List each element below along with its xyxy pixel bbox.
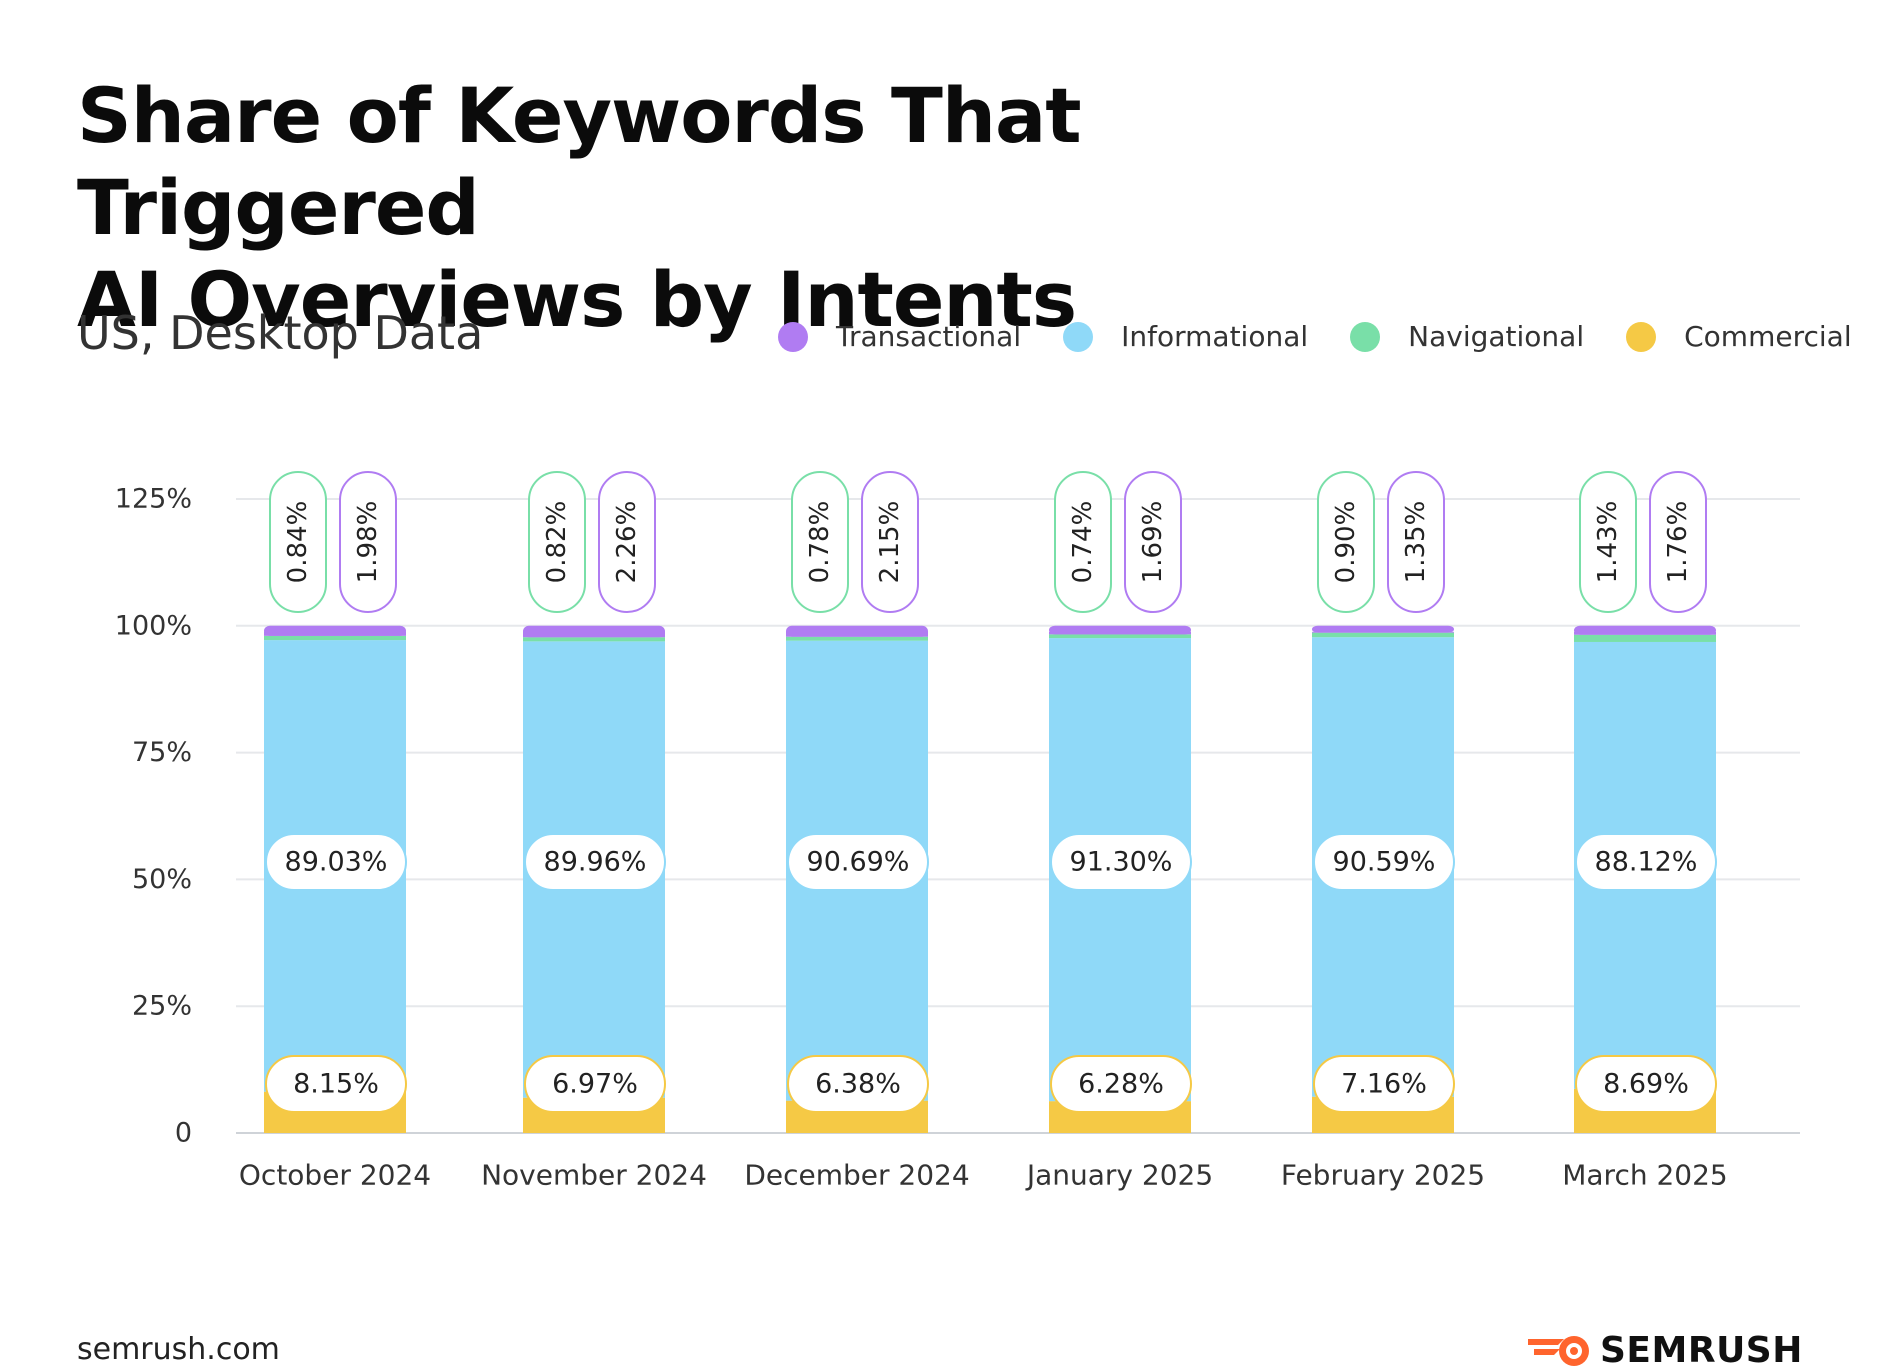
legend-swatch-navigational [1350, 321, 1381, 352]
chart-title-line-2: AI Overviews by Intents [77, 255, 1077, 344]
data-label-transactional: 2.26% [612, 501, 642, 584]
y-tick-label: 0 [175, 1118, 192, 1149]
legend-swatch-commercial [1626, 321, 1657, 352]
x-tick-label: December 2024 [744, 1159, 969, 1192]
data-label-transactional: 1.35% [1401, 501, 1431, 584]
data-label-informational: 89.03% [285, 847, 388, 878]
data-label-commercial: 6.28% [1078, 1069, 1164, 1100]
data-label-informational-pill [1050, 833, 1192, 891]
legend-item-navigational: Navigational [1350, 320, 1584, 353]
data-label-transactional: 2.15% [875, 501, 905, 584]
legend-item-commercial: Commercial [1626, 320, 1852, 353]
bar-segment-transactional [1312, 625, 1454, 633]
data-label-navigational: 0.78% [805, 501, 835, 584]
data-label-commercial-pill [1313, 1055, 1455, 1113]
data-label-navigational-pill [269, 471, 327, 613]
data-label-navigational-pill [528, 471, 586, 613]
x-tick-label: November 2024 [481, 1159, 707, 1192]
y-tick-label: 75% [132, 737, 192, 768]
data-label-transactional-pill [861, 471, 919, 613]
bar-segment-transactional-fill [264, 631, 406, 636]
data-label-commercial: 7.16% [1341, 1069, 1427, 1100]
x-tick-label: January 2025 [1025, 1159, 1213, 1192]
legend-label-informational: Informational [1121, 320, 1309, 353]
bar-segment-transactional-fill [786, 631, 928, 637]
data-label-informational-pill [787, 833, 929, 891]
chart-title-line-1: Share of Keywords That Triggered [77, 71, 1082, 252]
y-tick-label: 125% [115, 484, 192, 515]
data-label-transactional-pill [1387, 471, 1445, 613]
x-tick-label: October 2024 [239, 1159, 431, 1192]
y-tick-label: 100% [115, 610, 192, 641]
data-label-commercial: 6.38% [815, 1069, 901, 1100]
data-label-commercial-pill [265, 1055, 407, 1113]
data-label-informational-pill [1313, 833, 1455, 891]
data-label-informational: 91.30% [1070, 847, 1173, 878]
data-label-transactional-pill [1649, 471, 1707, 613]
data-label-commercial-pill [524, 1055, 666, 1113]
data-label-transactional-pill [598, 471, 656, 613]
data-label-informational: 88.12% [1595, 847, 1698, 878]
data-label-navigational: 0.84% [283, 501, 313, 584]
bar-segment-transactional-fill [1049, 631, 1191, 635]
data-label-transactional-pill [339, 471, 397, 613]
legend-item-transactional: Transactional [778, 320, 1021, 353]
data-label-navigational: 1.43% [1593, 501, 1623, 584]
bar-segment-transactional-fill [1574, 631, 1716, 635]
x-tick-label: February 2025 [1281, 1159, 1485, 1192]
data-label-commercial-pill [1050, 1055, 1192, 1113]
stacked-bar-chart: 0 25% 50% 75% 100% 125% October 2024 89.03% 8.15… [115, 471, 1800, 1192]
data-label-informational-pill [1575, 833, 1717, 891]
legend-item-informational: Informational [1063, 320, 1308, 353]
data-label-commercial: 8.69% [1603, 1069, 1689, 1100]
data-label-navigational: 0.74% [1068, 501, 1098, 584]
legend-swatch-informational [1063, 321, 1094, 352]
footer-source-url: semrush.com [77, 1332, 280, 1367]
bar-segment-navigational [1049, 634, 1191, 639]
legend-label-navigational: Navigational [1408, 320, 1585, 353]
data-label-informational: 90.69% [807, 847, 910, 878]
data-label-transactional: 1.98% [353, 501, 383, 584]
data-label-informational-pill [524, 833, 666, 891]
data-label-commercial: 6.97% [552, 1069, 638, 1100]
brand-name: SEMRUSH [1600, 1330, 1803, 1371]
bar-segment-navigational [1574, 634, 1716, 642]
data-label-informational: 90.59% [1333, 847, 1436, 878]
chart-subtitle: US, Desktop Data [77, 306, 484, 360]
legend-label-transactional: Transactional [836, 320, 1022, 353]
data-label-transactional: 1.76% [1663, 501, 1693, 584]
data-label-transactional: 1.69% [1138, 501, 1168, 584]
data-label-navigational-pill [791, 471, 849, 613]
data-label-navigational-pill [1579, 471, 1637, 613]
y-tick-label: 25% [132, 991, 192, 1022]
x-tick-label: March 2025 [1562, 1159, 1728, 1192]
data-label-navigational: 0.82% [542, 501, 572, 584]
data-label-informational: 89.96% [544, 847, 647, 878]
chart-legend: Transactional Informational Navigational… [778, 320, 1852, 353]
data-label-commercial-pill [787, 1055, 929, 1113]
semrush-fire-logo-icon [1528, 1335, 1589, 1366]
data-label-navigational-pill [1054, 471, 1112, 613]
bar-segment-transactional-fill [523, 631, 665, 638]
bar-segment-navigational [264, 635, 406, 641]
legend-label-commercial: Commercial [1684, 320, 1852, 353]
bar-segment-navigational [1312, 632, 1454, 638]
bar-segment-transactional-fill [1312, 631, 1454, 633]
bar-segment-navigational [523, 637, 665, 642]
data-label-informational-pill [265, 833, 407, 891]
legend-swatch-transactional [778, 321, 808, 352]
data-label-navigational-pill [1317, 471, 1375, 613]
y-tick-label: 50% [132, 864, 192, 895]
data-label-navigational: 0.90% [1331, 501, 1361, 584]
chart-title: Share of Keywords That Triggered AI Over… [77, 70, 1477, 346]
data-label-transactional-pill [1124, 471, 1182, 613]
brand-logo: SEMRUSH [1524, 1330, 1803, 1371]
data-label-commercial-pill [1575, 1055, 1717, 1113]
data-label-commercial: 8.15% [293, 1069, 379, 1100]
bar-segment-navigational [786, 636, 928, 641]
